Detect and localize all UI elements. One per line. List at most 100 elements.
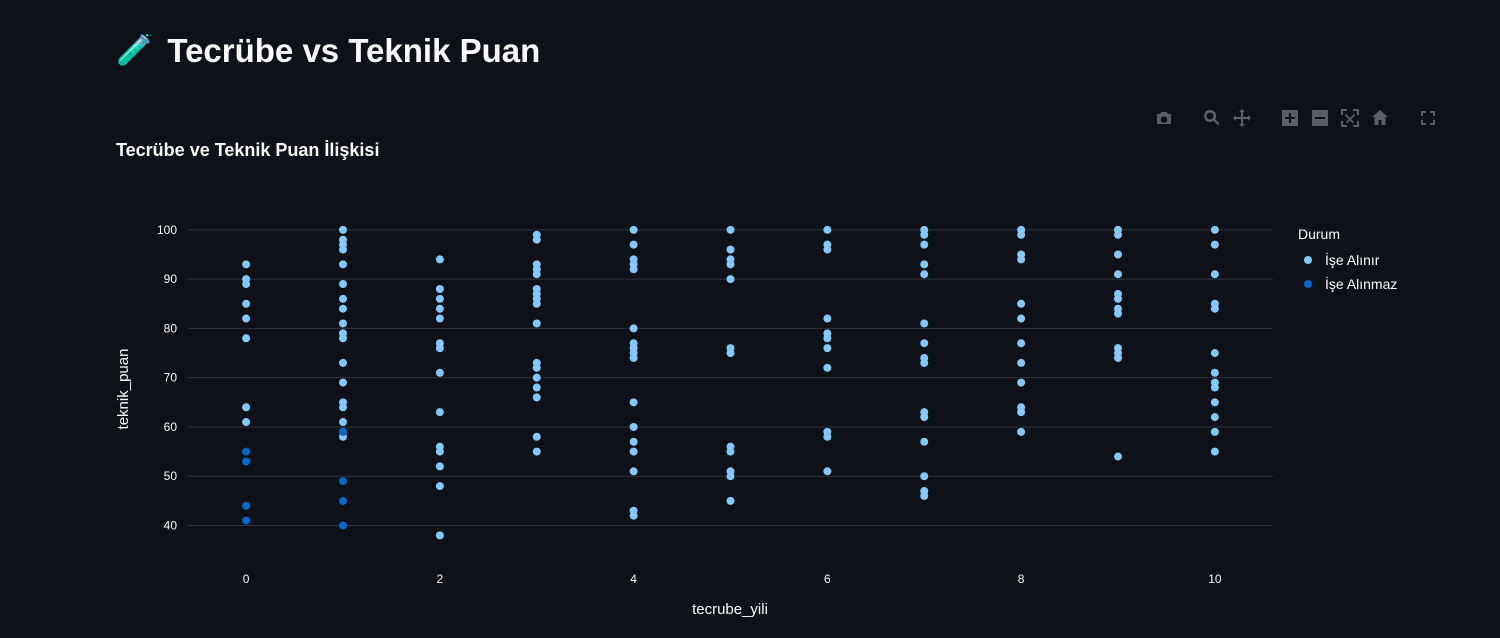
data-point[interactable] [726, 349, 735, 358]
data-point[interactable] [242, 334, 251, 343]
data-point[interactable] [435, 447, 444, 456]
data-point[interactable] [339, 521, 347, 530]
data-point[interactable] [1210, 427, 1219, 436]
data-point[interactable] [242, 447, 251, 456]
data-point[interactable] [1114, 270, 1122, 279]
camera-icon[interactable] [1152, 106, 1176, 130]
data-point[interactable] [532, 299, 541, 308]
data-point[interactable] [339, 403, 347, 412]
data-point[interactable] [920, 437, 929, 446]
data-point[interactable] [1017, 427, 1026, 436]
legend-item-ise-alinir[interactable]: İşe Alınır [1298, 248, 1397, 272]
data-point[interactable] [1017, 408, 1026, 417]
data-point[interactable] [629, 447, 638, 456]
data-point[interactable] [920, 491, 929, 500]
fullscreen-icon[interactable] [1416, 106, 1440, 130]
data-point[interactable] [726, 245, 735, 254]
data-point[interactable] [726, 275, 735, 284]
data-point[interactable] [339, 427, 347, 436]
data-point[interactable] [242, 501, 251, 510]
data-point[interactable] [1114, 353, 1122, 362]
data-point[interactable] [823, 467, 832, 476]
data-point[interactable] [242, 280, 251, 289]
data-point[interactable] [339, 245, 347, 254]
data-point[interactable] [920, 260, 929, 269]
data-point[interactable] [1017, 378, 1026, 387]
data-point[interactable] [920, 472, 929, 481]
zoom-icon[interactable] [1200, 106, 1224, 130]
data-point[interactable] [920, 240, 929, 249]
data-point[interactable] [1210, 383, 1219, 392]
data-point[interactable] [1210, 368, 1219, 377]
data-point[interactable] [435, 462, 444, 471]
data-point[interactable] [532, 393, 541, 402]
data-point[interactable] [629, 511, 638, 520]
data-point[interactable] [1210, 349, 1219, 358]
data-point[interactable] [823, 344, 832, 353]
data-point[interactable] [242, 314, 251, 323]
data-point[interactable] [339, 319, 347, 328]
data-point[interactable] [532, 319, 541, 328]
data-point[interactable] [629, 437, 638, 446]
data-point[interactable] [1017, 339, 1026, 348]
data-point[interactable] [1210, 240, 1219, 249]
data-point[interactable] [823, 225, 832, 234]
data-point[interactable] [435, 294, 444, 303]
legend-item-ise-alinmaz[interactable]: İşe Alınmaz [1298, 272, 1397, 296]
data-point[interactable] [920, 230, 929, 239]
data-point[interactable] [435, 482, 444, 491]
data-point[interactable] [920, 339, 929, 348]
data-point[interactable] [1114, 250, 1122, 259]
data-point[interactable] [1017, 255, 1026, 264]
data-point[interactable] [532, 363, 541, 372]
data-point[interactable] [435, 368, 444, 377]
data-point[interactable] [532, 432, 541, 441]
data-point[interactable] [823, 314, 832, 323]
data-point[interactable] [726, 260, 735, 269]
data-point[interactable] [1017, 314, 1026, 323]
data-point[interactable] [1114, 294, 1122, 303]
data-point[interactable] [339, 225, 347, 234]
data-point[interactable] [1210, 270, 1219, 279]
data-point[interactable] [1210, 447, 1219, 456]
data-point[interactable] [339, 418, 347, 427]
data-point[interactable] [629, 398, 638, 407]
data-point[interactable] [1114, 452, 1122, 461]
data-point[interactable] [823, 334, 832, 343]
data-point[interactable] [435, 531, 444, 540]
data-point[interactable] [532, 235, 541, 244]
data-point[interactable] [242, 403, 251, 412]
data-point[interactable] [435, 304, 444, 313]
data-point[interactable] [339, 358, 347, 367]
data-point[interactable] [1114, 230, 1122, 239]
data-point[interactable] [339, 260, 347, 269]
data-point[interactable] [726, 472, 735, 481]
data-point[interactable] [242, 457, 251, 466]
data-point[interactable] [339, 477, 347, 486]
data-point[interactable] [435, 408, 444, 417]
data-point[interactable] [920, 270, 929, 279]
data-point[interactable] [435, 344, 444, 353]
data-point[interactable] [920, 358, 929, 367]
data-point[interactable] [629, 324, 638, 333]
data-point[interactable] [629, 353, 638, 362]
autoscale-icon[interactable] [1338, 106, 1362, 130]
data-point[interactable] [532, 270, 541, 279]
data-point[interactable] [1114, 309, 1122, 318]
data-point[interactable] [339, 334, 347, 343]
data-point[interactable] [823, 363, 832, 372]
data-point[interactable] [532, 383, 541, 392]
data-point[interactable] [726, 496, 735, 505]
data-point[interactable] [823, 432, 832, 441]
data-point[interactable] [920, 319, 929, 328]
data-point[interactable] [920, 413, 929, 422]
data-point[interactable] [435, 284, 444, 293]
data-point[interactable] [339, 294, 347, 303]
data-point[interactable] [629, 265, 638, 274]
zoom-in-icon[interactable] [1278, 106, 1302, 130]
data-point[interactable] [242, 299, 251, 308]
data-point[interactable] [629, 422, 638, 431]
data-point[interactable] [242, 418, 251, 427]
data-point[interactable] [532, 447, 541, 456]
data-point[interactable] [629, 240, 638, 249]
